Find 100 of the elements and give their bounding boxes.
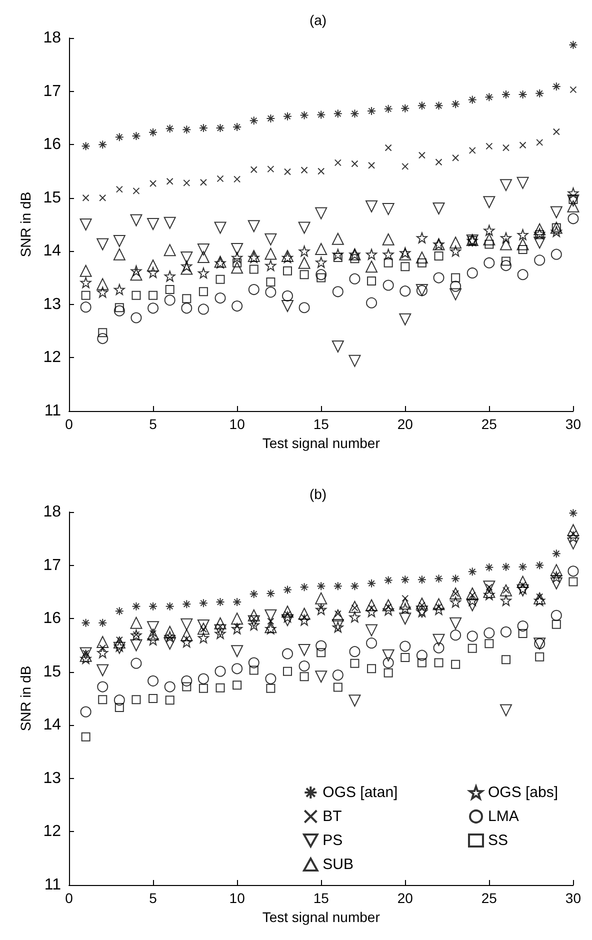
point	[316, 648, 326, 658]
point	[416, 650, 428, 661]
point	[98, 140, 108, 150]
point	[400, 575, 410, 584]
point	[198, 632, 209, 644]
point	[300, 270, 309, 280]
point	[81, 290, 90, 300]
point	[98, 618, 108, 628]
point	[249, 264, 258, 274]
point	[147, 218, 160, 230]
point	[182, 682, 192, 692]
point	[450, 630, 462, 641]
point	[198, 267, 209, 278]
y-tick-label: 15	[43, 189, 62, 206]
point	[165, 696, 174, 705]
point	[367, 578, 376, 588]
point	[450, 280, 462, 292]
point	[130, 214, 142, 226]
point	[366, 200, 378, 212]
point	[248, 619, 260, 630]
point	[500, 260, 512, 272]
point	[214, 624, 226, 636]
point	[550, 226, 562, 237]
point	[298, 608, 310, 620]
point	[570, 86, 577, 94]
point	[114, 703, 124, 712]
point	[298, 256, 310, 269]
point	[114, 606, 124, 616]
point	[416, 252, 428, 264]
point	[402, 594, 409, 602]
x-axis-title: Test signal number	[262, 434, 380, 451]
point	[99, 194, 106, 202]
point	[180, 252, 193, 264]
chart-title: (b)	[309, 486, 327, 502]
point	[249, 666, 258, 675]
point	[315, 670, 328, 683]
point	[567, 524, 580, 536]
point	[535, 652, 544, 662]
point	[400, 640, 411, 652]
point	[282, 611, 293, 622]
y-tick-label: 14	[43, 242, 62, 260]
point	[180, 618, 193, 630]
point	[318, 168, 325, 175]
point	[501, 90, 510, 99]
legend-label: SS	[488, 832, 508, 849]
point	[500, 626, 512, 638]
x-tick-label: 25	[481, 416, 498, 432]
point	[350, 109, 360, 118]
point	[552, 82, 561, 91]
point	[132, 290, 141, 300]
y-tick-label: 17	[43, 82, 62, 100]
point	[164, 244, 176, 256]
point	[166, 178, 174, 185]
point	[148, 290, 158, 300]
point	[164, 294, 176, 306]
point	[132, 187, 140, 194]
point	[418, 152, 426, 159]
point	[402, 162, 409, 170]
point	[99, 644, 106, 652]
point	[332, 340, 344, 353]
point	[468, 95, 477, 104]
point	[148, 266, 159, 278]
y-tick-label: 11	[44, 876, 62, 894]
point	[550, 610, 562, 621]
point	[266, 589, 276, 598]
x-tick-label: 20	[397, 416, 414, 432]
point	[181, 636, 192, 648]
point	[334, 159, 342, 166]
point	[333, 109, 342, 118]
point	[534, 236, 546, 249]
point	[568, 508, 578, 518]
legend-label: PS	[322, 832, 343, 849]
point	[433, 604, 444, 616]
point	[351, 160, 358, 168]
y-tick-label: 18	[43, 504, 62, 520]
point	[214, 292, 226, 304]
legend-label: OGS [atan]	[322, 784, 398, 801]
point	[248, 609, 260, 622]
y-tick-label: 12	[43, 349, 62, 366]
y-tick-label: 12	[43, 823, 62, 840]
point	[181, 675, 192, 686]
point	[198, 598, 208, 608]
point	[180, 262, 193, 275]
point	[501, 655, 510, 664]
point	[80, 706, 92, 718]
point	[284, 168, 291, 176]
point	[384, 576, 393, 585]
point	[267, 166, 274, 173]
point	[568, 188, 579, 199]
point	[216, 598, 225, 607]
point	[114, 305, 125, 316]
point	[332, 286, 344, 298]
point	[452, 154, 460, 162]
point	[150, 180, 157, 187]
point	[366, 624, 378, 636]
point	[399, 612, 412, 625]
point	[519, 142, 526, 149]
point	[232, 122, 242, 132]
point	[298, 222, 310, 234]
point	[164, 638, 176, 650]
